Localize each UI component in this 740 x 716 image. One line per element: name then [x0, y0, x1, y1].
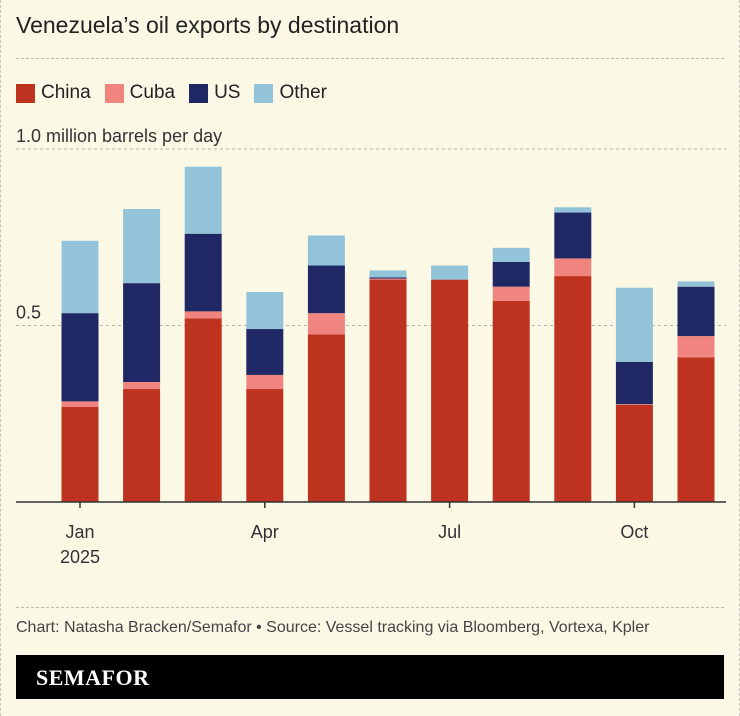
bar-segment-us-2025-01: [61, 313, 99, 402]
bar-segment-cuba-2025-03: [184, 311, 222, 319]
x-tick-label: Jan: [65, 522, 94, 542]
chart-plot: 0.5 1.0 million barrels per day Jan 2025 Apr…: [16, 126, 726, 567]
bar-segment-us-2025-09: [554, 212, 592, 259]
bar-segment-china-2025-08: [492, 300, 530, 502]
chart-title: Venezuela’s oil exports by destination: [16, 12, 400, 38]
bar-segment-other-2025-08: [492, 247, 530, 262]
bar-segment-cuba-2025-04: [246, 374, 284, 390]
bar-segment-cuba-2025-05: [307, 313, 345, 335]
bar-segment-cuba-2025-11: [677, 336, 715, 358]
bottom-divider: [16, 607, 724, 608]
top-divider: [16, 58, 724, 59]
y-tick-label: 0.5: [16, 303, 41, 323]
bar-segment-other-2025-11: [677, 281, 715, 287]
semafor-logo: SEMAFOR: [36, 665, 150, 690]
legend-item-other: Other: [254, 82, 327, 104]
bar-segment-other-2025-03: [184, 166, 222, 234]
bar-segment-us-2025-06: [369, 277, 407, 279]
x-tick-label: Oct: [620, 522, 648, 542]
bar-segment-china-2025-04: [246, 389, 284, 502]
legend-swatch: [104, 83, 124, 103]
legend-label: Cuba: [129, 82, 176, 103]
bar-segment-cuba-2025-10: [615, 404, 653, 405]
x-tick-sublabel: 2025: [60, 547, 100, 567]
bar-segment-us-2025-11: [677, 286, 715, 337]
bar-segment-other-2025-01: [61, 240, 99, 314]
bar-segment-china-2025-02: [123, 389, 161, 502]
bar-segment-other-2025-07: [431, 265, 469, 280]
bar-segment-other-2025-06: [369, 270, 407, 278]
legend-label: China: [41, 82, 91, 103]
bar-segment-cuba-2025-01: [61, 401, 99, 407]
x-tick-label: Apr: [251, 522, 279, 542]
bar-segment-china-2025-01: [61, 406, 99, 502]
bar-segment-other-2025-09: [554, 207, 592, 213]
bar-segment-china-2025-11: [677, 357, 715, 502]
bar-segment-cuba-2025-09: [554, 258, 592, 277]
bar-segment-china-2025-05: [307, 334, 345, 502]
legend-swatch: [16, 83, 35, 103]
x-tick-label: Jul: [438, 522, 461, 542]
bar-segment-us-2025-08: [492, 261, 530, 287]
brand-bar: SEMAFOR: [16, 655, 724, 699]
bar-segment-china-2025-10: [615, 404, 653, 502]
bar-segment-us-2025-10: [615, 361, 653, 405]
bar-segment-other-2025-04: [246, 291, 284, 330]
source-note: Chart: Natasha Bracken/Semafor • Source:…: [16, 619, 650, 636]
legend-swatch: [254, 83, 274, 103]
bar-segment-china-2025-07: [431, 279, 469, 502]
bar-segment-china-2025-09: [554, 276, 592, 502]
bar-segment-cuba-2025-08: [492, 286, 530, 301]
bar-segment-china-2025-03: [184, 318, 222, 502]
bar-segment-us-2025-03: [184, 233, 222, 312]
bar-segment-china-2025-06: [369, 279, 407, 502]
bar-segment-other-2025-02: [123, 209, 161, 284]
bar-segment-us-2025-05: [307, 265, 345, 314]
bar-segment-us-2025-02: [123, 283, 161, 382]
bar-segment-cuba-2025-02: [123, 381, 161, 390]
bar-segment-us-2025-04: [246, 329, 284, 375]
bar-segment-other-2025-05: [307, 235, 345, 266]
legend: China Cuba US Other: [16, 82, 327, 104]
legend-item-cuba: Cuba: [104, 82, 176, 104]
bar-segment-other-2025-10: [615, 287, 653, 362]
legend-item-china: China: [16, 82, 91, 104]
y-tick-label: 1.0 million barrels per day: [16, 126, 222, 146]
legend-label: US: [214, 82, 241, 103]
legend-swatch: [189, 83, 209, 103]
bar-segment-cuba-2025-06: [369, 278, 407, 280]
legend-label: Other: [279, 82, 328, 103]
legend-item-us: US: [189, 82, 240, 104]
